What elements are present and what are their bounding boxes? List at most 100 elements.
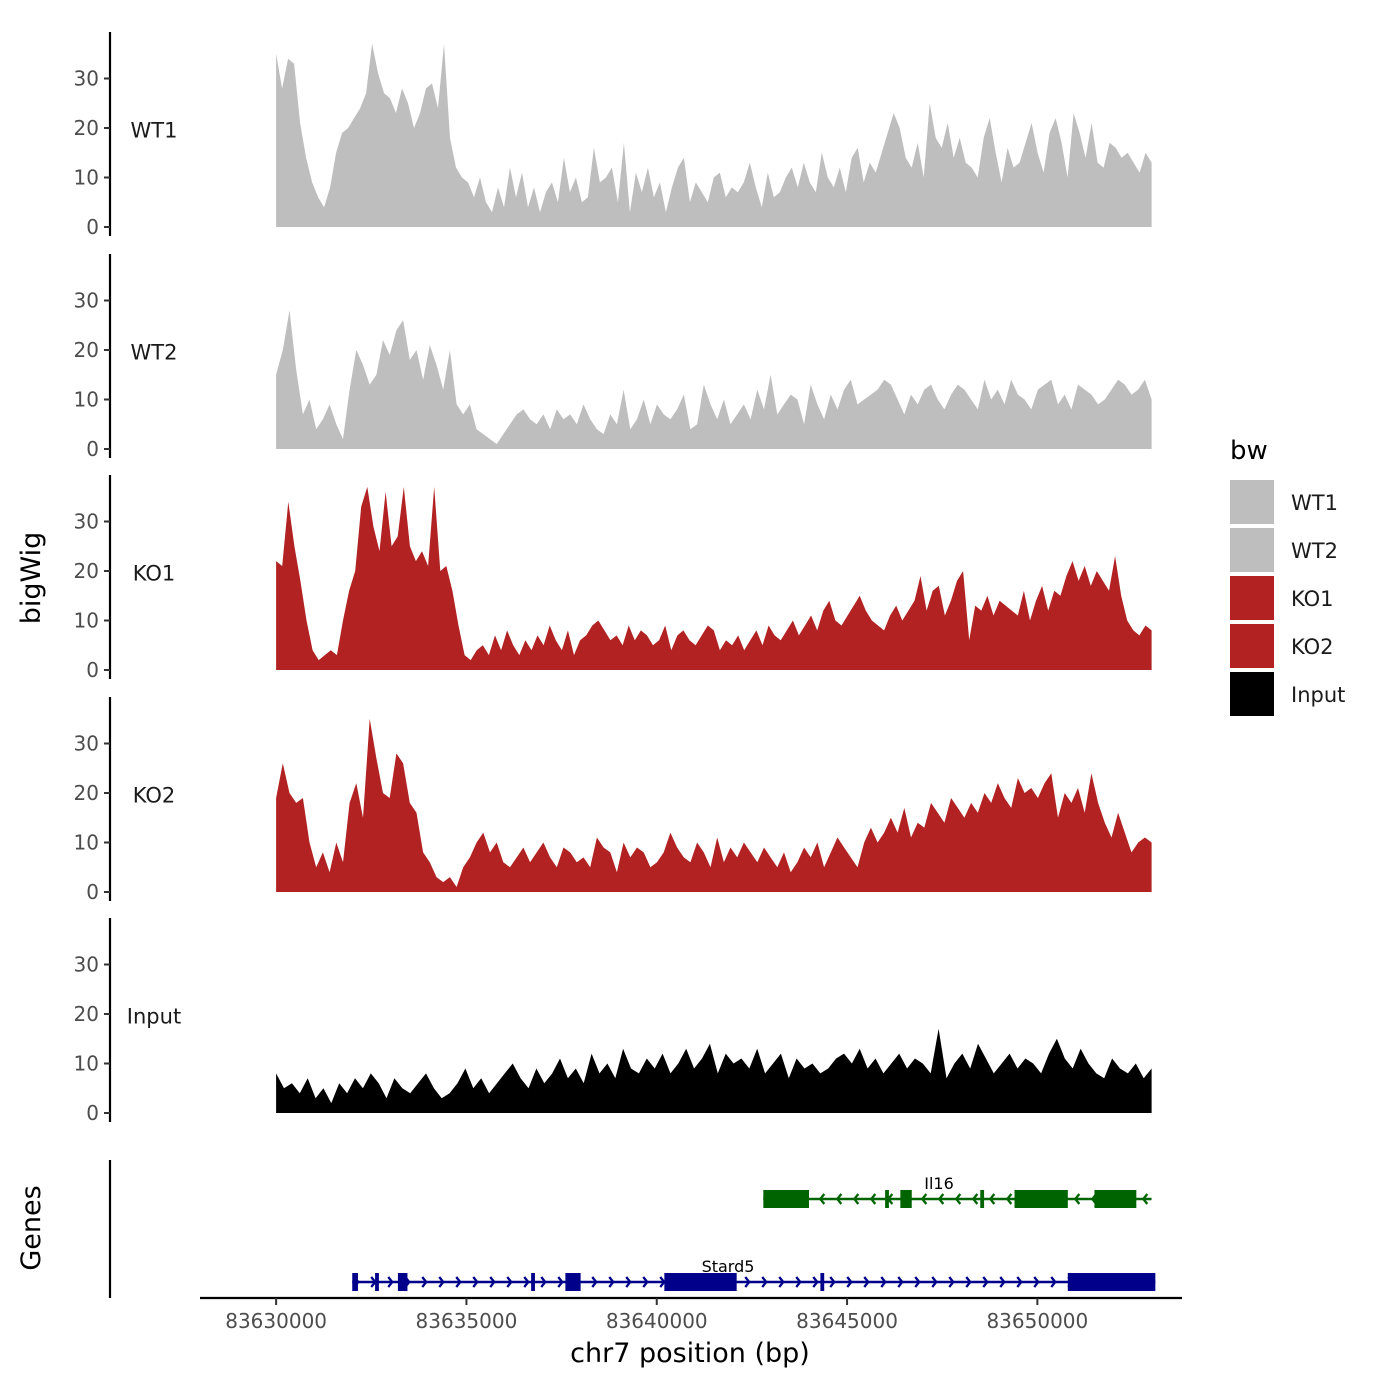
strand-arrow [914, 1276, 921, 1288]
exon-block [375, 1273, 379, 1291]
y-tick-label: 20 [74, 559, 99, 583]
area-wt2 [276, 310, 1152, 449]
legend-swatch [1230, 672, 1274, 716]
track-panels: 0 10 20 30 WT1 0 10 20 30 WT2 0 10 20 30 KO1 0 10 20 30 KO2… [74, 31, 1152, 1125]
y-tick-label: 10 [74, 1052, 99, 1076]
strand-arrow [1005, 1193, 1013, 1205]
legend-label: KO2 [1291, 635, 1334, 659]
y-tick-label: 30 [74, 732, 99, 756]
strand-arrow [557, 1276, 564, 1288]
strand-arrow [438, 1276, 445, 1288]
strand-arrow [1073, 1193, 1081, 1205]
legend-item-wt2: WT2 [1230, 528, 1338, 572]
exon-block [763, 1190, 809, 1208]
y-tick-label: 20 [74, 781, 99, 805]
exon-block [352, 1273, 358, 1291]
y-tick-label: 10 [74, 831, 99, 855]
strand-arrow [869, 1193, 877, 1205]
exon-block [900, 1190, 912, 1208]
x-tick-label: 83650000 [986, 1309, 1088, 1333]
track-wt1: 0 10 20 30 WT1 [74, 31, 1152, 239]
y-tick-label: 10 [74, 609, 99, 633]
strand-arrow [540, 1276, 547, 1288]
y-tick-label: 20 [74, 338, 99, 362]
exon-block [664, 1273, 737, 1291]
strand-arrow [812, 1276, 819, 1288]
legend-item-ko1: KO1 [1230, 576, 1334, 620]
genes-panel-title: Genes [16, 1185, 47, 1270]
strand-arrow [1033, 1276, 1040, 1288]
strand-arrow [988, 1193, 996, 1205]
strand-arrow [523, 1276, 530, 1288]
strand-arrow [472, 1276, 479, 1288]
strand-arrow [863, 1276, 870, 1288]
gene-stard5: Stard5 [352, 1257, 1156, 1291]
strand-arrow [920, 1193, 928, 1205]
gene-label-stard5: Stard5 [702, 1257, 755, 1276]
area-wt1 [276, 43, 1152, 227]
y-tick-label: 20 [74, 1002, 99, 1026]
strand-arrow [1141, 1193, 1149, 1205]
strand-arrow [852, 1193, 860, 1205]
gene-panel: Il16 Stard5 [108, 1160, 1156, 1298]
strand-arrow [387, 1276, 394, 1288]
y-tick-label: 10 [74, 166, 99, 190]
legend-item-ko2: KO2 [1230, 624, 1334, 668]
exon-block [565, 1273, 581, 1291]
track-label-wt2: WT2 [131, 340, 178, 364]
track-label-ko2: KO2 [133, 783, 176, 807]
strand-arrow [971, 1193, 979, 1205]
x-axis-title: chr7 position (bp) [570, 1338, 810, 1369]
strand-arrow [999, 1276, 1006, 1288]
x-tick-label: 83630000 [225, 1309, 327, 1333]
strand-arrow [982, 1276, 989, 1288]
strand-arrow [937, 1193, 945, 1205]
track-input: 0 10 20 30 Input [74, 917, 1152, 1125]
exon-block [980, 1190, 985, 1208]
y-axis-title: bigWig [16, 532, 47, 625]
exon-block [531, 1273, 535, 1291]
legend-title: bw [1230, 436, 1268, 466]
strand-arrow [880, 1276, 887, 1288]
y-tick-label: 0 [86, 880, 99, 904]
strand-arrow [829, 1276, 836, 1288]
strand-arrow [897, 1276, 904, 1288]
track-label-wt1: WT1 [131, 118, 178, 142]
y-tick-label: 0 [86, 215, 99, 239]
y-tick-label: 30 [74, 953, 99, 977]
y-tick-label: 20 [74, 116, 99, 140]
exon-block [1094, 1190, 1137, 1208]
strand-arrow [608, 1276, 615, 1288]
strand-arrow [965, 1276, 972, 1288]
strand-arrow [489, 1276, 496, 1288]
y-tick-label: 0 [86, 658, 99, 682]
strand-arrow [591, 1276, 598, 1288]
strand-arrow [1050, 1276, 1057, 1288]
track-ko1: 0 10 20 30 KO1 [74, 474, 1152, 682]
strand-arrow [659, 1276, 666, 1288]
strand-arrow [1016, 1276, 1023, 1288]
strand-arrow [931, 1276, 938, 1288]
exon-block [397, 1273, 408, 1291]
strand-arrow [506, 1276, 513, 1288]
track-label-input: Input [127, 1004, 181, 1028]
exon-block [820, 1273, 825, 1291]
strand-arrow [795, 1276, 802, 1288]
legend-swatch [1230, 480, 1274, 524]
y-tick-label: 0 [86, 437, 99, 461]
legend-label: KO1 [1291, 587, 1334, 611]
strand-arrow [954, 1193, 962, 1205]
strand-arrow [455, 1276, 462, 1288]
legend-swatch [1230, 528, 1274, 572]
y-tick-label: 30 [74, 67, 99, 91]
strand-arrow [761, 1276, 768, 1288]
strand-arrow [642, 1276, 649, 1288]
strand-arrow [421, 1276, 428, 1288]
legend-item-wt1: WT1 [1230, 480, 1338, 524]
strand-arrow [744, 1276, 751, 1288]
strand-arrow [835, 1193, 843, 1205]
legend-swatch [1230, 624, 1274, 668]
legend-swatch [1230, 576, 1274, 620]
track-label-ko1: KO1 [133, 561, 176, 585]
